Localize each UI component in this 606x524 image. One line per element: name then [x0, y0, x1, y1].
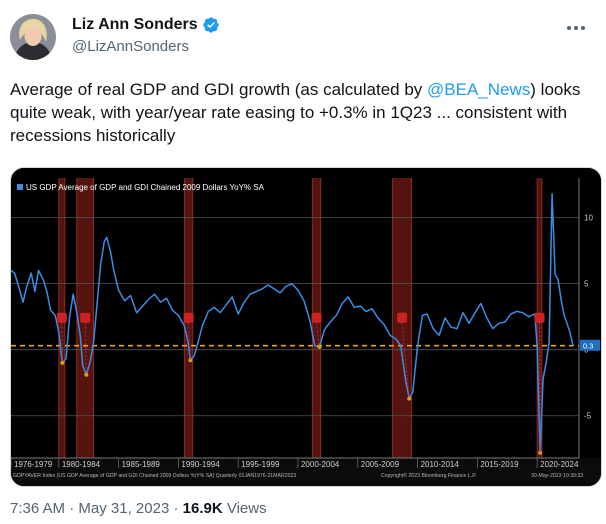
y-tick-label: -5: [584, 412, 592, 421]
avatar-image: [10, 14, 56, 60]
tweet-date[interactable]: May 31, 2023: [78, 500, 170, 517]
legend-label: US GDP Average of GDP and GDI Chained 20…: [26, 183, 265, 192]
tweet-text-part: Average of real GDP and GDI growth (as c…: [10, 80, 428, 99]
source-text: GDPYAVER Index (US GDP Average of GDP an…: [13, 473, 296, 479]
x-tick-label: 2000-2004: [301, 460, 340, 469]
x-axis-band: [11, 458, 601, 486]
x-tick-label: 2020-2024: [540, 460, 579, 469]
trough-marker: [188, 358, 193, 363]
trough-marker: [538, 450, 543, 455]
series-line: [11, 193, 574, 454]
name-row: Liz Ann Sonders: [72, 16, 220, 34]
mention-link[interactable]: @BEA_News: [427, 80, 531, 99]
x-tick-label: 2010-2014: [421, 460, 460, 469]
views-label: Views: [222, 500, 267, 517]
date-text: 30-May-2023 10:30:32: [531, 473, 583, 479]
views-count: 16.9K: [182, 500, 223, 517]
recession-marker-stem: [539, 322, 541, 453]
y-tick-label: 5: [584, 280, 589, 289]
tweet-footer: 7:36 AM · May 31, 2023 · 16.9K Views: [10, 500, 267, 517]
recession-marker: [183, 312, 194, 323]
separator: ·: [65, 500, 79, 517]
more-icon[interactable]: [564, 16, 588, 40]
recession-marker: [56, 312, 67, 323]
recession-marker-stem: [316, 322, 320, 348]
copyright-text: Copyright© 2023 Bloomberg Finance L.P.: [381, 472, 476, 479]
avatar[interactable]: [10, 14, 56, 60]
y-tick-label: 10: [584, 214, 593, 223]
recession-marker-stem: [84, 322, 87, 375]
verified-badge-icon: [202, 16, 220, 34]
tweet-time[interactable]: 7:36 AM: [10, 500, 66, 517]
chart-image[interactable]: -505100.3US GDP Average of GDP and GDI C…: [10, 167, 602, 487]
display-name[interactable]: Liz Ann Sonders: [72, 16, 198, 33]
user-handle[interactable]: @LizAnnSonders: [72, 38, 189, 55]
recession-marker: [534, 312, 545, 323]
x-tick-label: 1976-1979: [14, 460, 53, 469]
recession-marker-stem: [61, 322, 63, 363]
threshold-tag: [580, 339, 600, 351]
x-tick-label: 1995-1999: [241, 460, 280, 469]
threshold-tag-label: 0.3: [583, 342, 593, 351]
x-tick-label: 1985-1989: [122, 460, 161, 469]
tweet-header: Liz Ann Sonders @LizAnnSonders: [10, 12, 596, 60]
x-tick-label: 1990-1994: [181, 460, 220, 469]
recession-marker: [80, 312, 91, 323]
tweet-text-part: ) looks quite weak, with year/year rate …: [10, 80, 581, 145]
chart-svg: -505100.3US GDP Average of GDP and GDI C…: [11, 168, 601, 486]
x-tick-label: 2015-2019: [480, 460, 519, 469]
recession-marker-stem: [401, 322, 410, 399]
x-tick-label: 1980-1984: [62, 460, 101, 469]
recession-marker: [311, 312, 322, 323]
chart-background: [11, 168, 601, 486]
recession-marker: [397, 312, 408, 323]
separator: ·: [169, 500, 183, 517]
tweet-text: Average of real GDP and GDI growth (as c…: [10, 78, 590, 147]
legend-swatch: [17, 184, 23, 190]
x-tick-label: 2005-2009: [361, 460, 400, 469]
